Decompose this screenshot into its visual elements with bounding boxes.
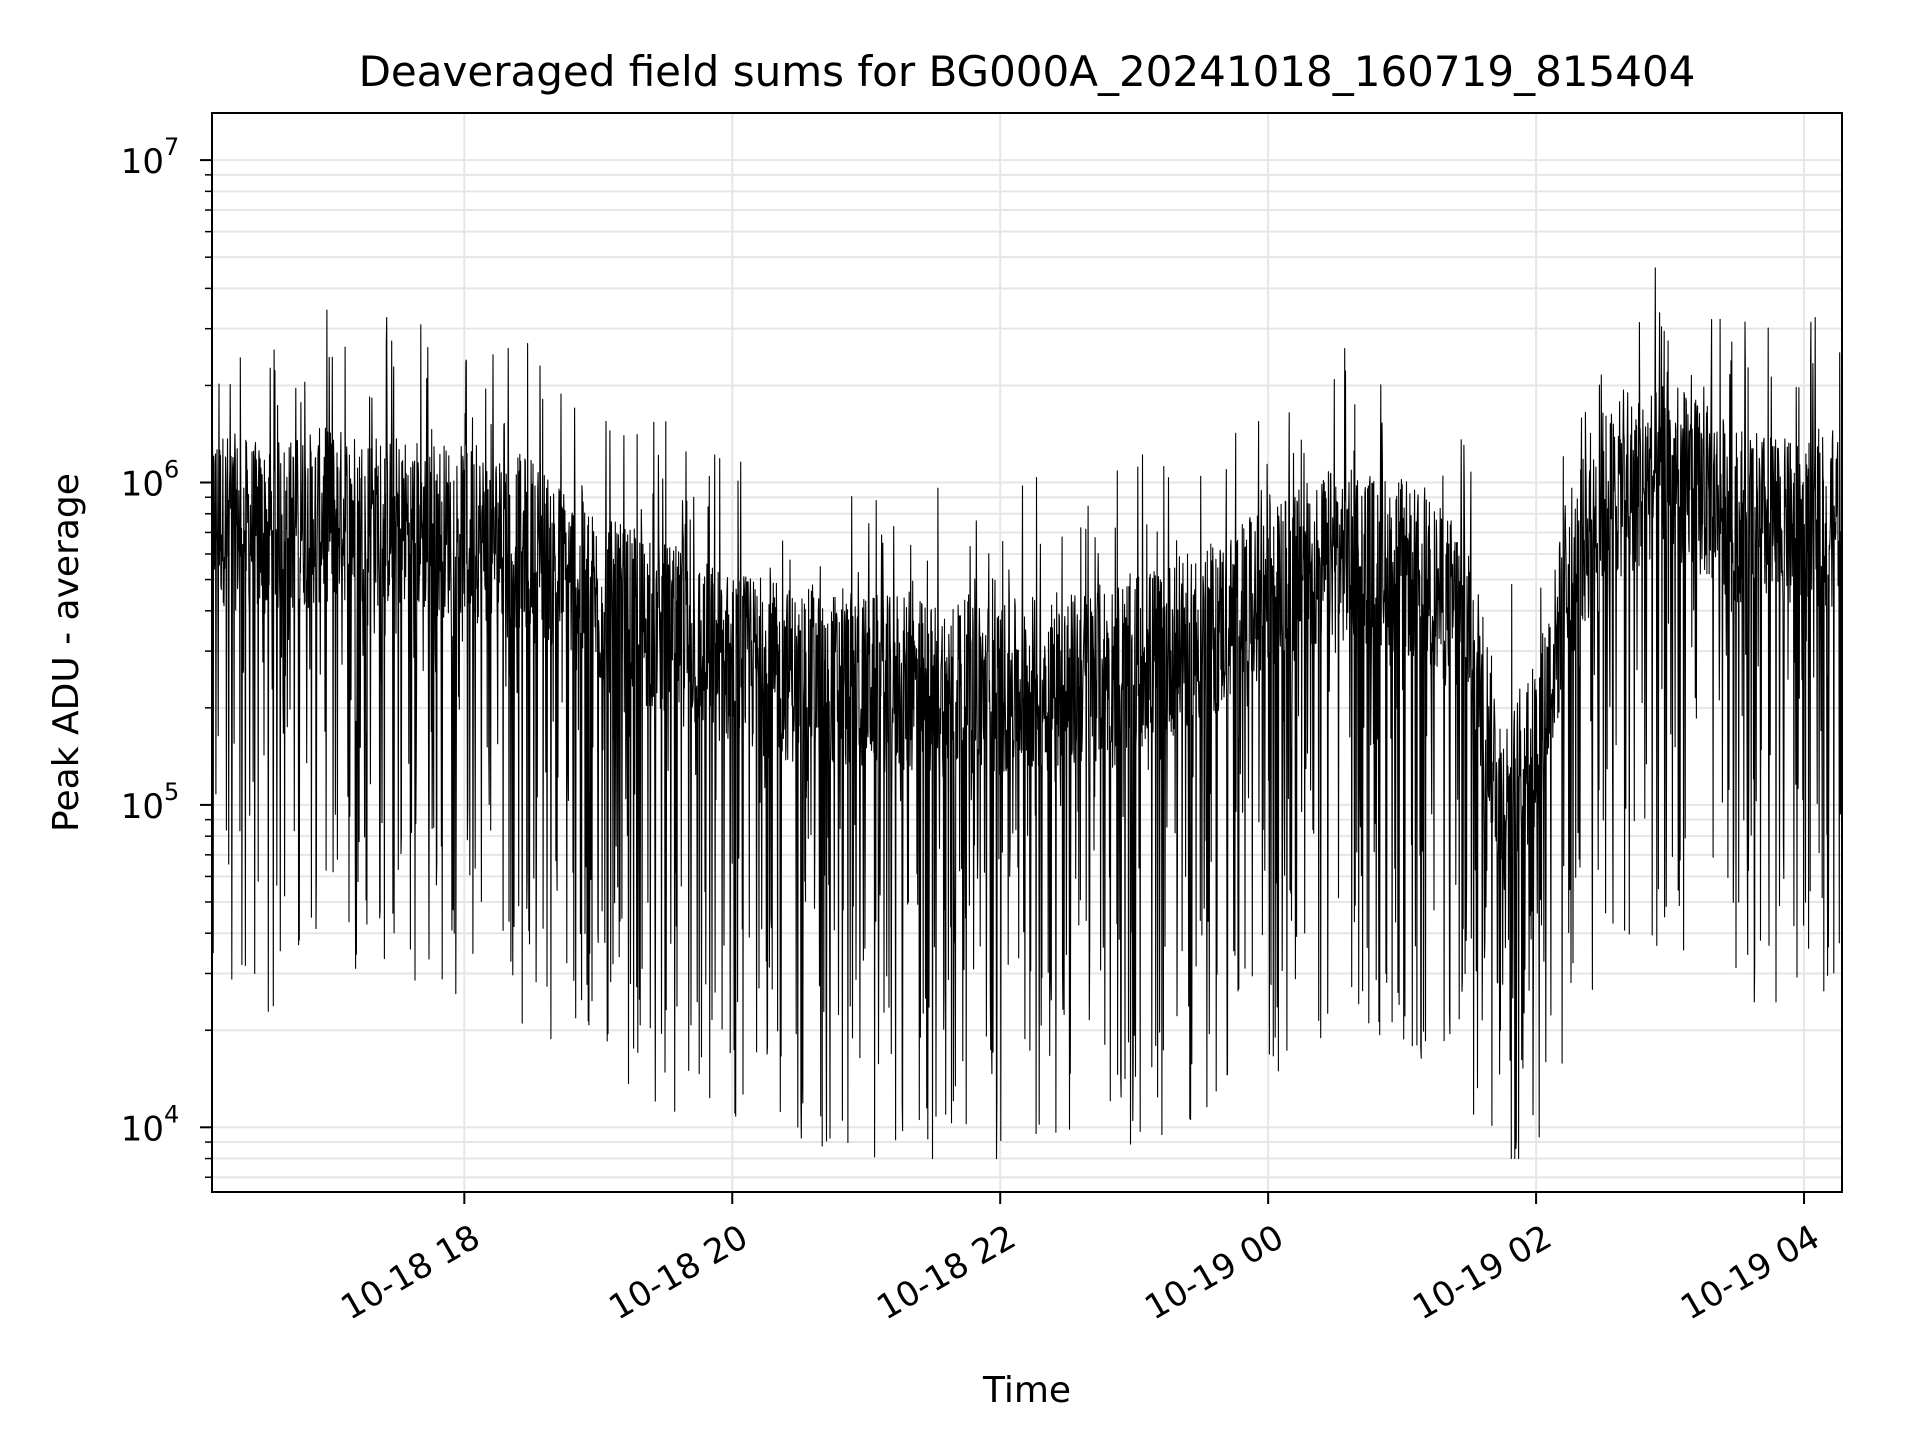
y-axis-label: Peak ADU - average <box>46 473 87 832</box>
y-tick-label: 107 <box>121 133 180 182</box>
y-tick-label: 104 <box>121 1100 180 1149</box>
axes-frame <box>211 112 1843 1193</box>
y-tick-label: 105 <box>121 778 180 827</box>
y-axis: 104 105 106 107 <box>121 133 212 1178</box>
chart-title: Deaveraged field sums for BG000A_2024101… <box>359 47 1696 96</box>
x-axis-label: Time <box>982 1370 1071 1411</box>
y-tick-label: 106 <box>121 456 180 505</box>
plot-area <box>211 267 1843 1160</box>
series-line <box>211 267 1843 1160</box>
